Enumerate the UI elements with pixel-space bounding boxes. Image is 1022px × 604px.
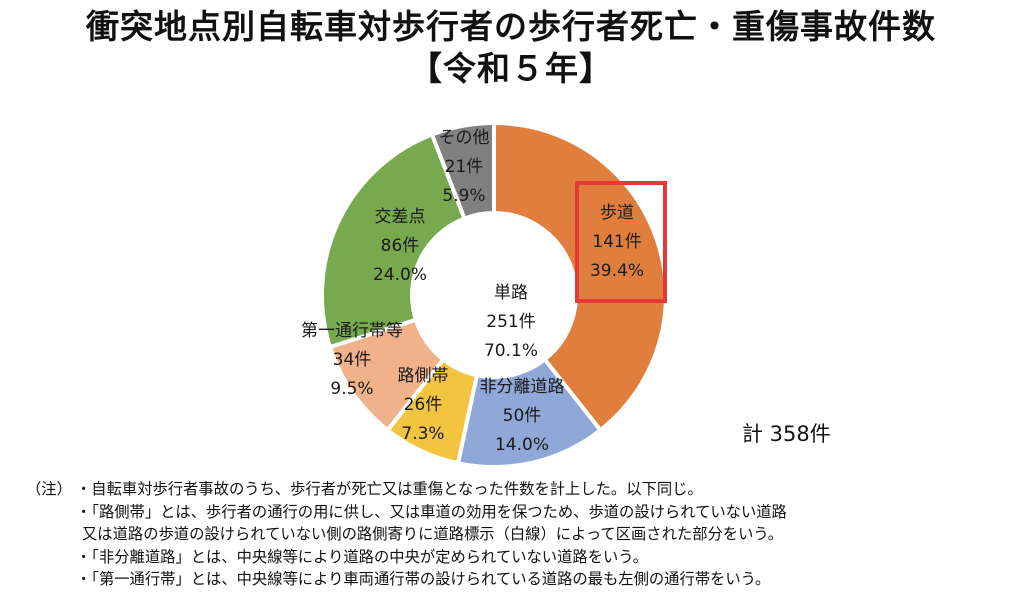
note-item-2: ・「路側帯」とは、歩行者の通行の用に供し、又は車道の効用を保つため、歩道の設けら… [76,502,787,521]
slice-3-label-name: 路側帯 [398,366,449,386]
note-prefix: （注） [26,480,72,498]
slice-6-label-name: その他 [439,128,490,148]
slice-5 [320,131,468,350]
slice-1-label-count: 141件 [592,232,641,252]
slice-1 [492,120,668,433]
slice-3-label-percent: 7.3% [401,424,444,444]
center-label-count: 251件 [486,312,535,332]
notes: （注） ・自転車対歩行者事故のうち、歩行者が死亡又は重傷となった件数を計上した。以… [26,478,1016,591]
slice-5-label-count: 86件 [381,236,420,256]
slice-4-label-percent: 9.5% [330,379,373,399]
slice-1-label-percent: 39.4% [590,261,644,281]
slice-1-label-name: 歩道 [600,203,634,223]
note-item-5: ・「第一通行帯」とは、中央線等により車両通行帯の設けられている道路の最も左側の通… [76,570,771,588]
chart-title: 衝突地点別自転車対歩行者の歩行者死亡・重傷事故件数 【令和５年】 [0,6,1022,90]
note-row-5: ・「第一通行帯」とは、中央線等により車両通行帯の設けられている道路の最も左側の通… [26,568,1016,591]
slice-labels: 歩道 141件 39.4% 非分離道路 50件 14.0% 路側帯 26件 7.3% 第一通行帯等… [301,128,644,455]
donut-slices [320,120,668,469]
slice-5-label-percent: 24.0% [373,265,427,285]
slice-5-label-name: 交差点 [375,207,426,227]
total-count: 計 358件 [742,422,831,446]
note-row-2: ・「路側帯」とは、歩行者の通行の用に供し、又は車道の効用を保つため、歩道の設けら… [26,501,1016,524]
center-label-percent: 70.1% [484,341,538,361]
slice-4-label-count: 34件 [333,350,372,370]
slice-6 [429,120,496,222]
slice-6-label-percent: 5.9% [442,186,485,206]
chart-title-line1: 衝突地点別自転車対歩行者の歩行者死亡・重傷事故件数 [86,7,936,46]
note-row-1: （注） ・自転車対歩行者事故のうち、歩行者が死亡又は重傷となった件数を計上した。以… [26,478,1016,501]
note-row-4: ・「非分離道路」とは、中央線等により道路の中央が定められていない道路をいう。 [26,546,1016,569]
slice-2-label-count: 50件 [503,406,542,426]
slice-3-label-count: 26件 [404,395,443,415]
chart-title-line2: 【令和５年】 [409,49,613,88]
slice-4-label-name: 第一通行帯等 [301,321,403,341]
note-item-1: ・自転車対歩行者事故のうち、歩行者が死亡又は重傷となった件数を計上した。以下同じ… [76,480,703,498]
note-item-3: 又は道路の歩道の設けられていない側の路側寄りに道路標示（白線）によって区画された… [82,525,784,543]
highlight-box [575,181,667,303]
slice-2-label-percent: 14.0% [495,435,549,455]
center-label: 単路 251件 70.1% [484,283,538,361]
center-label-name: 単路 [494,283,528,303]
note-row-3: 又は道路の歩道の設けられていない側の路側寄りに道路標示（白線）によって区画された… [26,523,1016,546]
note-item-4: ・「非分離道路」とは、中央線等により道路の中央が定められていない道路をいう。 [76,547,648,566]
slice-6-label-count: 21件 [445,157,484,177]
slice-2-label-name: 非分離道路 [480,377,565,397]
